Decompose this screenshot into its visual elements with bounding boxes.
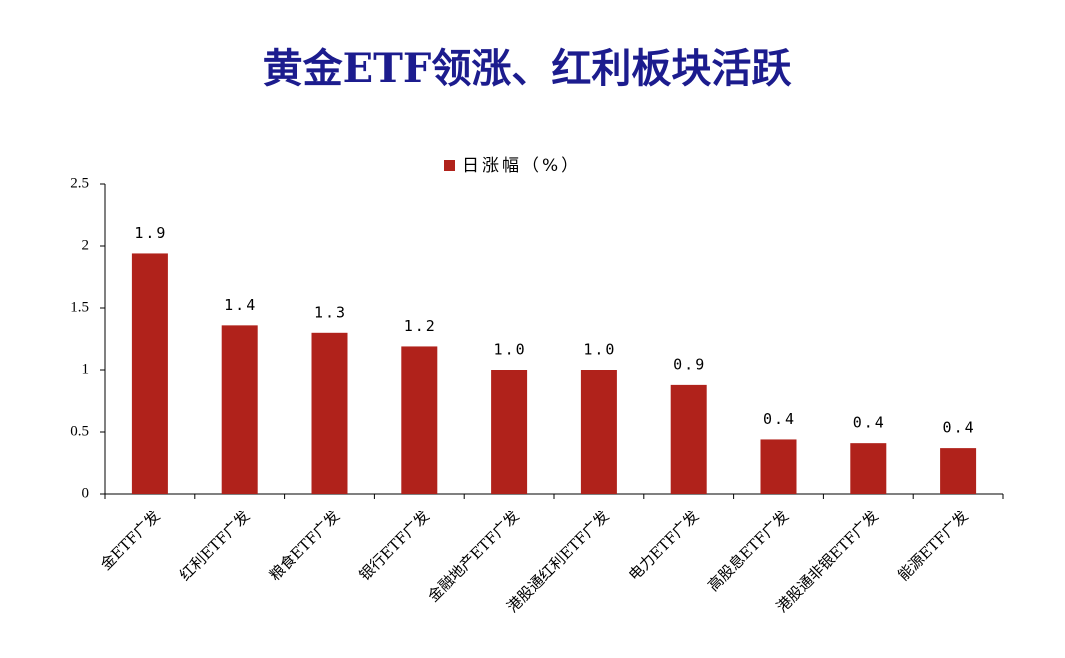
value-label: 1.9	[134, 224, 167, 242]
x-tick-label: 粮食ETF广发	[266, 507, 343, 584]
bar	[850, 443, 887, 494]
y-tick-label: 1.5	[70, 299, 89, 315]
value-label: 1.3	[314, 303, 347, 321]
legend-swatch	[444, 160, 455, 171]
value-label: 1.0	[494, 341, 527, 359]
y-tick-label: 2.5	[70, 175, 89, 191]
x-tick-label: 高股息ETF广发	[704, 507, 792, 595]
bar	[940, 448, 977, 494]
bar	[760, 439, 797, 494]
value-label: 1.4	[224, 296, 257, 314]
value-label: 1.2	[404, 317, 437, 335]
value-label: 1.0	[583, 341, 616, 359]
value-label: 0.9	[673, 355, 706, 373]
chart-title: 黄金ETF领涨、红利板块活跃	[263, 45, 793, 92]
value-label: 0.4	[853, 414, 886, 432]
x-tick-label: 红利ETF广发	[176, 507, 253, 584]
x-tick-label: 金ETF广发	[97, 507, 164, 574]
x-tick-label: 电力ETF广发	[625, 507, 702, 584]
bar	[670, 384, 707, 494]
bar	[311, 332, 348, 494]
x-tick-label: 港股通红利ETF广发	[503, 507, 612, 616]
bar	[131, 253, 168, 494]
bar	[491, 370, 528, 494]
legend-label: 日涨幅（%）	[462, 156, 581, 176]
y-tick-label: 0	[82, 485, 90, 501]
y-tick-label: 2	[82, 237, 90, 253]
x-tick-label: 银行ETF广发	[356, 507, 433, 584]
bar	[401, 346, 438, 494]
x-tick-label: 能源ETF广发	[894, 507, 971, 584]
value-label: 0.4	[943, 419, 976, 437]
x-tick-label: 港股通非银ETF广发	[773, 507, 882, 616]
y-tick-label: 1	[82, 361, 90, 377]
y-tick-label: 0.5	[70, 423, 89, 439]
bar	[580, 370, 617, 494]
x-tick-label: 金融地产ETF广发	[424, 507, 523, 606]
value-label: 0.4	[763, 410, 796, 428]
bar	[221, 325, 258, 494]
